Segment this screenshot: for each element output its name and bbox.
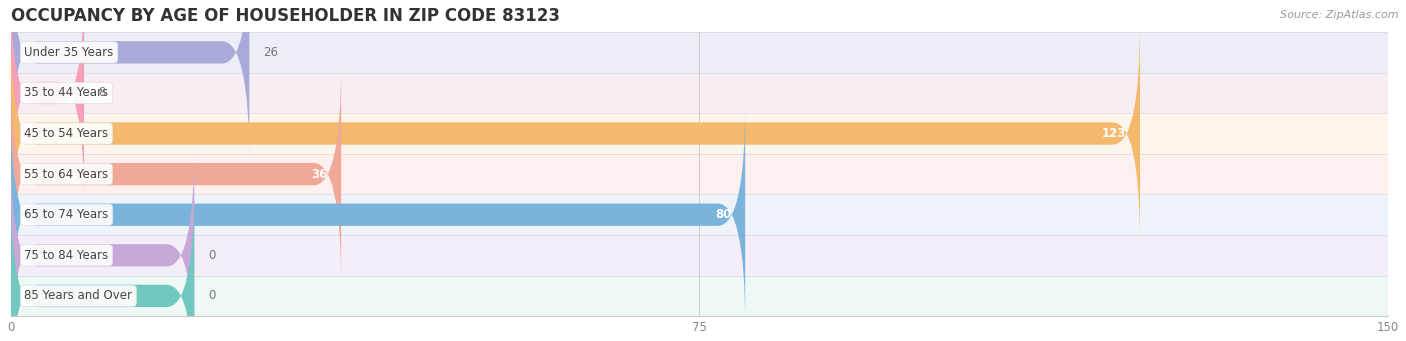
Text: 0: 0 bbox=[208, 290, 215, 302]
Bar bbox=[11, 235, 1388, 276]
Text: 35 to 44 Years: 35 to 44 Years bbox=[24, 86, 108, 100]
Bar bbox=[11, 73, 1388, 113]
Text: Under 35 Years: Under 35 Years bbox=[24, 46, 114, 59]
Text: 65 to 74 Years: 65 to 74 Years bbox=[24, 208, 108, 221]
FancyBboxPatch shape bbox=[11, 145, 194, 341]
Text: OCCUPANCY BY AGE OF HOUSEHOLDER IN ZIP CODE 83123: OCCUPANCY BY AGE OF HOUSEHOLDER IN ZIP C… bbox=[11, 7, 560, 25]
FancyBboxPatch shape bbox=[11, 185, 194, 341]
Text: 0: 0 bbox=[208, 249, 215, 262]
Bar bbox=[11, 32, 1388, 73]
Text: 75 to 84 Years: 75 to 84 Years bbox=[24, 249, 108, 262]
Text: 45 to 54 Years: 45 to 54 Years bbox=[24, 127, 108, 140]
FancyBboxPatch shape bbox=[11, 63, 342, 285]
Text: Source: ZipAtlas.com: Source: ZipAtlas.com bbox=[1281, 10, 1399, 20]
Text: 55 to 64 Years: 55 to 64 Years bbox=[24, 168, 108, 181]
Text: 85 Years and Over: 85 Years and Over bbox=[24, 290, 132, 302]
Text: 123: 123 bbox=[1102, 127, 1126, 140]
Text: 80: 80 bbox=[716, 208, 731, 221]
Bar bbox=[11, 194, 1388, 235]
FancyBboxPatch shape bbox=[11, 0, 84, 204]
Text: 8: 8 bbox=[98, 86, 105, 100]
Bar bbox=[11, 154, 1388, 194]
FancyBboxPatch shape bbox=[11, 23, 1140, 244]
Text: 26: 26 bbox=[263, 46, 278, 59]
Bar bbox=[11, 276, 1388, 316]
Bar bbox=[11, 113, 1388, 154]
FancyBboxPatch shape bbox=[11, 0, 249, 163]
FancyBboxPatch shape bbox=[11, 104, 745, 325]
Text: 36: 36 bbox=[311, 168, 328, 181]
